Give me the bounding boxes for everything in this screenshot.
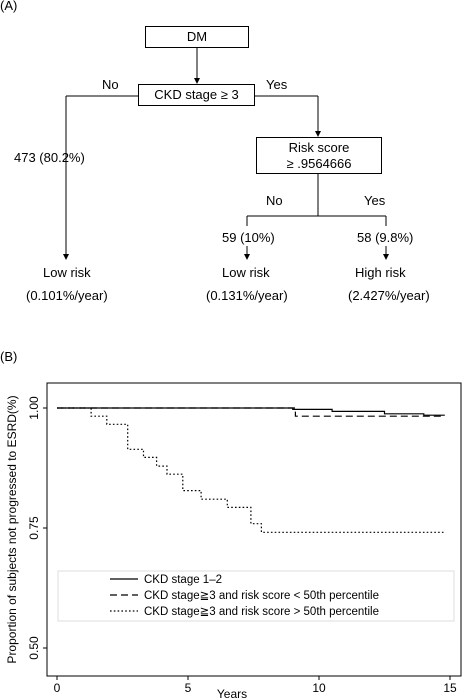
dm-node: DM xyxy=(145,26,249,48)
plot-frame xyxy=(46,382,462,677)
panel-b-label: (B) xyxy=(0,349,18,364)
y-tick-label: 0.75 xyxy=(27,516,41,540)
risk-score-threshold: ≥ .9564666 xyxy=(286,156,352,171)
y-tick-label: 1.00 xyxy=(27,396,41,420)
legend-label-2: CKD stage≧3 and risk score < 50th percen… xyxy=(144,590,379,602)
legend-label-3: CKD stage≧3 and risk score > 50th percen… xyxy=(144,606,379,618)
split2-no-label: No xyxy=(266,193,283,208)
risk-score-label: Risk score xyxy=(288,140,350,155)
right-risk-label: High risk xyxy=(355,265,406,280)
decision-tree-connectors xyxy=(63,48,389,260)
mid-risk-label: Low risk xyxy=(222,265,270,280)
y-axis-label: Proportion of subjects not progressed to… xyxy=(5,395,19,663)
ckd-stage-node: CKD stage ≥ 3 xyxy=(138,84,255,106)
mid-count: 59 (10%) xyxy=(222,230,275,245)
series-line-1 xyxy=(57,407,445,416)
legend-box xyxy=(57,570,455,622)
mid-rate-label: (0.131%/year) xyxy=(206,288,288,303)
risk-score-node: Risk score ≥ .9564666 xyxy=(256,137,382,174)
y-tick-label: 0.50 xyxy=(27,636,41,660)
x-tick-label: 15 xyxy=(443,681,457,695)
split1-no-label: No xyxy=(102,77,119,92)
right-rate-label: (2.427%/year) xyxy=(348,288,430,303)
series-line-3 xyxy=(57,407,445,533)
x-tick-label: 0 xyxy=(54,681,61,695)
left-rate-label: (0.101%/year) xyxy=(26,288,108,303)
left-risk-label: Low risk xyxy=(43,265,91,280)
x-axis-label: Years xyxy=(217,687,247,699)
panel-a-label: (A) xyxy=(0,0,18,13)
x-tick-label: 10 xyxy=(312,681,326,695)
x-tick-label: 5 xyxy=(185,681,192,695)
split1-yes-label: Yes xyxy=(266,77,288,92)
series-line-2 xyxy=(57,407,445,417)
split2-yes-label: Yes xyxy=(364,193,386,208)
legend-label-1: CKD stage 1–2 xyxy=(144,574,222,586)
left-count: 473 (80.2%) xyxy=(14,150,85,165)
right-count: 58 (9.8%) xyxy=(357,230,414,245)
